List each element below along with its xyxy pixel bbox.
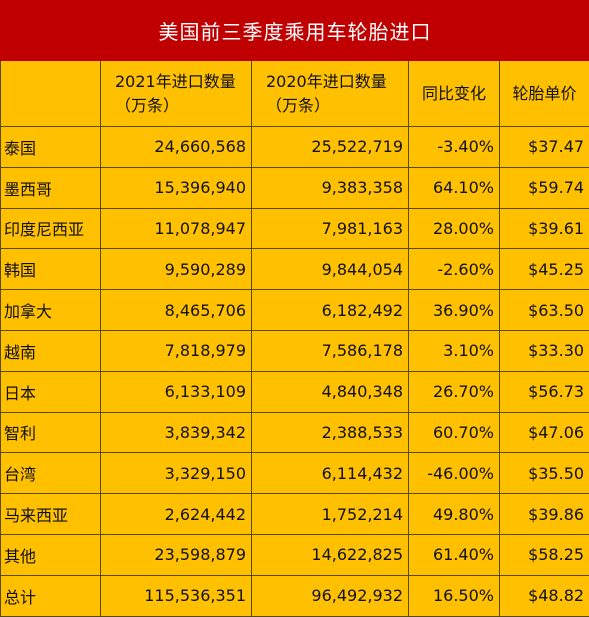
cell-region: 墨西哥 (1, 167, 101, 208)
table-title: 美国前三季度乘用车轮胎进口 (1, 1, 589, 61)
cell-2021-quantity: 23,598,879 (101, 534, 252, 575)
cell-region: 智利 (1, 412, 101, 453)
header-2020-quantity-line2: （万条） (266, 94, 404, 118)
cell-unit-price: $39.86 (500, 494, 589, 535)
cell-unit-price: $45.25 (500, 249, 589, 290)
cell-yoy-change: -2.60% (409, 249, 500, 290)
cell-2021-quantity: 6,133,109 (101, 371, 252, 412)
cell-yoy-change: -3.40% (409, 127, 500, 168)
cell-region: 其他 (1, 534, 101, 575)
header-2020-quantity: 2020年进口数量 （万条） (252, 61, 409, 127)
cell-2020-quantity: 6,114,432 (252, 453, 409, 494)
header-2021-quantity-line2: （万条） (115, 94, 247, 118)
cell-unit-price: $56.73 (500, 371, 589, 412)
cell-unit-price: $33.30 (500, 330, 589, 371)
cell-yoy-change: 28.00% (409, 208, 500, 249)
cell-2020-quantity: 25,522,719 (252, 127, 409, 168)
cell-2021-quantity: 24,660,568 (101, 127, 252, 168)
cell-2020-quantity: 96,492,932 (252, 575, 409, 616)
cell-2020-quantity: 7,981,163 (252, 208, 409, 249)
cell-region: 日本 (1, 371, 101, 412)
cell-region: 韩国 (1, 249, 101, 290)
cell-region: 台湾 (1, 453, 101, 494)
cell-unit-price: $48.82 (500, 575, 589, 616)
cell-yoy-change: -46.00% (409, 453, 500, 494)
cell-2020-quantity: 4,840,348 (252, 371, 409, 412)
cell-region: 越南 (1, 330, 101, 371)
cell-2020-quantity: 7,586,178 (252, 330, 409, 371)
cell-2021-quantity: 15,396,940 (101, 167, 252, 208)
header-row: 2021年进口数量 （万条） 2020年进口数量 （万条） 同比变化 轮胎单价 (1, 61, 589, 127)
cell-2020-quantity: 2,388,533 (252, 412, 409, 453)
cell-unit-price: $35.50 (500, 453, 589, 494)
cell-yoy-change: 16.50% (409, 575, 500, 616)
cell-yoy-change: 26.70% (409, 371, 500, 412)
title-row: 美国前三季度乘用车轮胎进口 (1, 1, 589, 61)
cell-yoy-change: 60.70% (409, 412, 500, 453)
cell-unit-price: $59.74 (500, 167, 589, 208)
cell-2021-quantity: 7,818,979 (101, 330, 252, 371)
cell-2021-quantity: 2,624,442 (101, 494, 252, 535)
cell-yoy-change: 49.80% (409, 494, 500, 535)
cell-2020-quantity: 14,622,825 (252, 534, 409, 575)
cell-yoy-change: 61.40% (409, 534, 500, 575)
cell-2021-quantity: 3,839,342 (101, 412, 252, 453)
header-region (1, 61, 101, 127)
cell-2021-quantity: 9,590,289 (101, 249, 252, 290)
cell-region: 总计 (1, 575, 101, 616)
cell-unit-price: $58.25 (500, 534, 589, 575)
cell-2021-quantity: 8,465,706 (101, 290, 252, 331)
cell-2021-quantity: 11,078,947 (101, 208, 252, 249)
cell-unit-price: $47.06 (500, 412, 589, 453)
cell-yoy-change: 3.10% (409, 330, 500, 371)
cell-region: 泰国 (1, 127, 101, 168)
cell-2020-quantity: 9,844,054 (252, 249, 409, 290)
cell-2020-quantity: 1,752,214 (252, 494, 409, 535)
header-yoy-change: 同比变化 (409, 61, 500, 127)
cell-2021-quantity: 115,536,351 (101, 575, 252, 616)
header-unit-price: 轮胎单价 (500, 61, 589, 127)
cell-2021-quantity: 3,329,150 (101, 453, 252, 494)
cell-region: 加拿大 (1, 290, 101, 331)
cell-yoy-change: 36.90% (409, 290, 500, 331)
header-2021-quantity: 2021年进口数量 （万条） (101, 61, 252, 127)
cell-region: 马来西亚 (1, 494, 101, 535)
cell-yoy-change: 64.10% (409, 167, 500, 208)
cell-unit-price: $63.50 (500, 290, 589, 331)
cell-2020-quantity: 6,182,492 (252, 290, 409, 331)
cell-2020-quantity: 9,383,358 (252, 167, 409, 208)
cell-unit-price: $39.61 (500, 208, 589, 249)
header-2021-quantity-line1: 2021年进口数量 (115, 70, 247, 94)
header-2020-quantity-line1: 2020年进口数量 (266, 70, 404, 94)
cell-region: 印度尼西亚 (1, 208, 101, 249)
cell-unit-price: $37.47 (500, 127, 589, 168)
